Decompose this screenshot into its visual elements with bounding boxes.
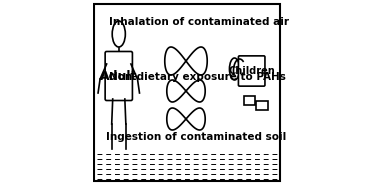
Bar <box>244 96 255 105</box>
FancyBboxPatch shape <box>94 4 280 181</box>
Ellipse shape <box>230 58 240 80</box>
Bar <box>256 101 268 110</box>
FancyBboxPatch shape <box>238 56 265 86</box>
Text: Inhalation of contaminated air: Inhalation of contaminated air <box>108 17 289 27</box>
Text: Non-dietary exposure to PAHs: Non-dietary exposure to PAHs <box>109 72 285 82</box>
Ellipse shape <box>112 21 125 47</box>
FancyBboxPatch shape <box>105 51 132 101</box>
Text: Children: Children <box>228 66 275 76</box>
Text: Adult: Adult <box>100 70 138 83</box>
Text: Ingestion of contaminated soil: Ingestion of contaminated soil <box>106 132 286 142</box>
